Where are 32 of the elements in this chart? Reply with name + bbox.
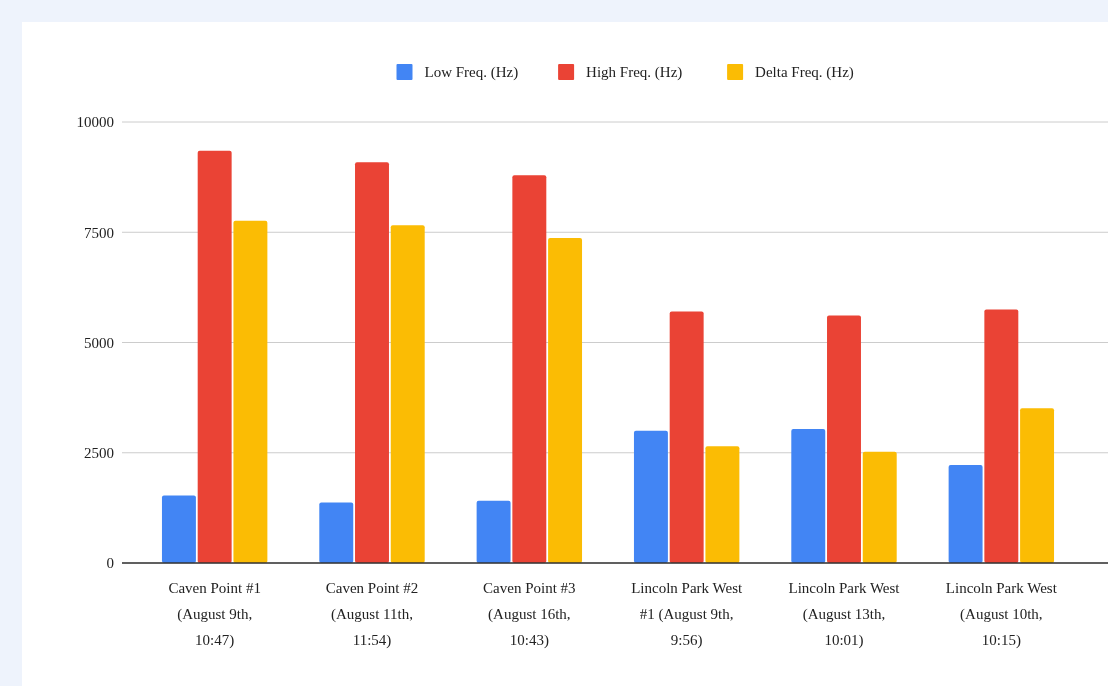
legend-label: Delta Freq. (Hz) [755, 64, 854, 82]
x-tick-label: Lincoln Park West (August 10th, 10:15) [945, 580, 1058, 649]
legend-label: Low Freq. (Hz) [424, 64, 519, 82]
bar [390, 225, 425, 563]
bar [355, 162, 389, 563]
bar [862, 451, 897, 563]
bar [827, 315, 861, 563]
bar [705, 446, 740, 563]
bar [669, 311, 704, 563]
bar [791, 428, 826, 563]
bar [161, 495, 196, 563]
x-tick-label: Caven Point #3 (August 16th, 10:43) [483, 580, 576, 649]
legend-label: High Freq. (Hz) [586, 64, 683, 82]
y-tick-label: 7500 [84, 224, 114, 241]
y-tick-label: 0 [106, 555, 114, 572]
bar [319, 502, 354, 563]
bar [948, 465, 983, 563]
y-tick-label: 10000 [76, 114, 114, 131]
x-tick-label: Lincoln Park West #1 (August 9th, 9:56) [631, 580, 743, 649]
y-tick-label: 5000 [84, 334, 114, 351]
bar [633, 430, 668, 563]
bar [476, 500, 511, 563]
bar [197, 150, 232, 563]
x-tick-label: Caven Point #2 (August 11th, 11:54) [325, 580, 419, 649]
bar [512, 175, 547, 563]
x-tick-label: Caven Point #1 (August 9th, 10:47) [168, 580, 261, 649]
bar [548, 237, 583, 563]
bar [1020, 408, 1055, 563]
bar [984, 309, 1019, 563]
bar [233, 220, 268, 563]
x-tick-label: Lincoln Park West (August 13th, 10:01) [788, 580, 901, 649]
y-tick-label: 2500 [84, 445, 114, 461]
